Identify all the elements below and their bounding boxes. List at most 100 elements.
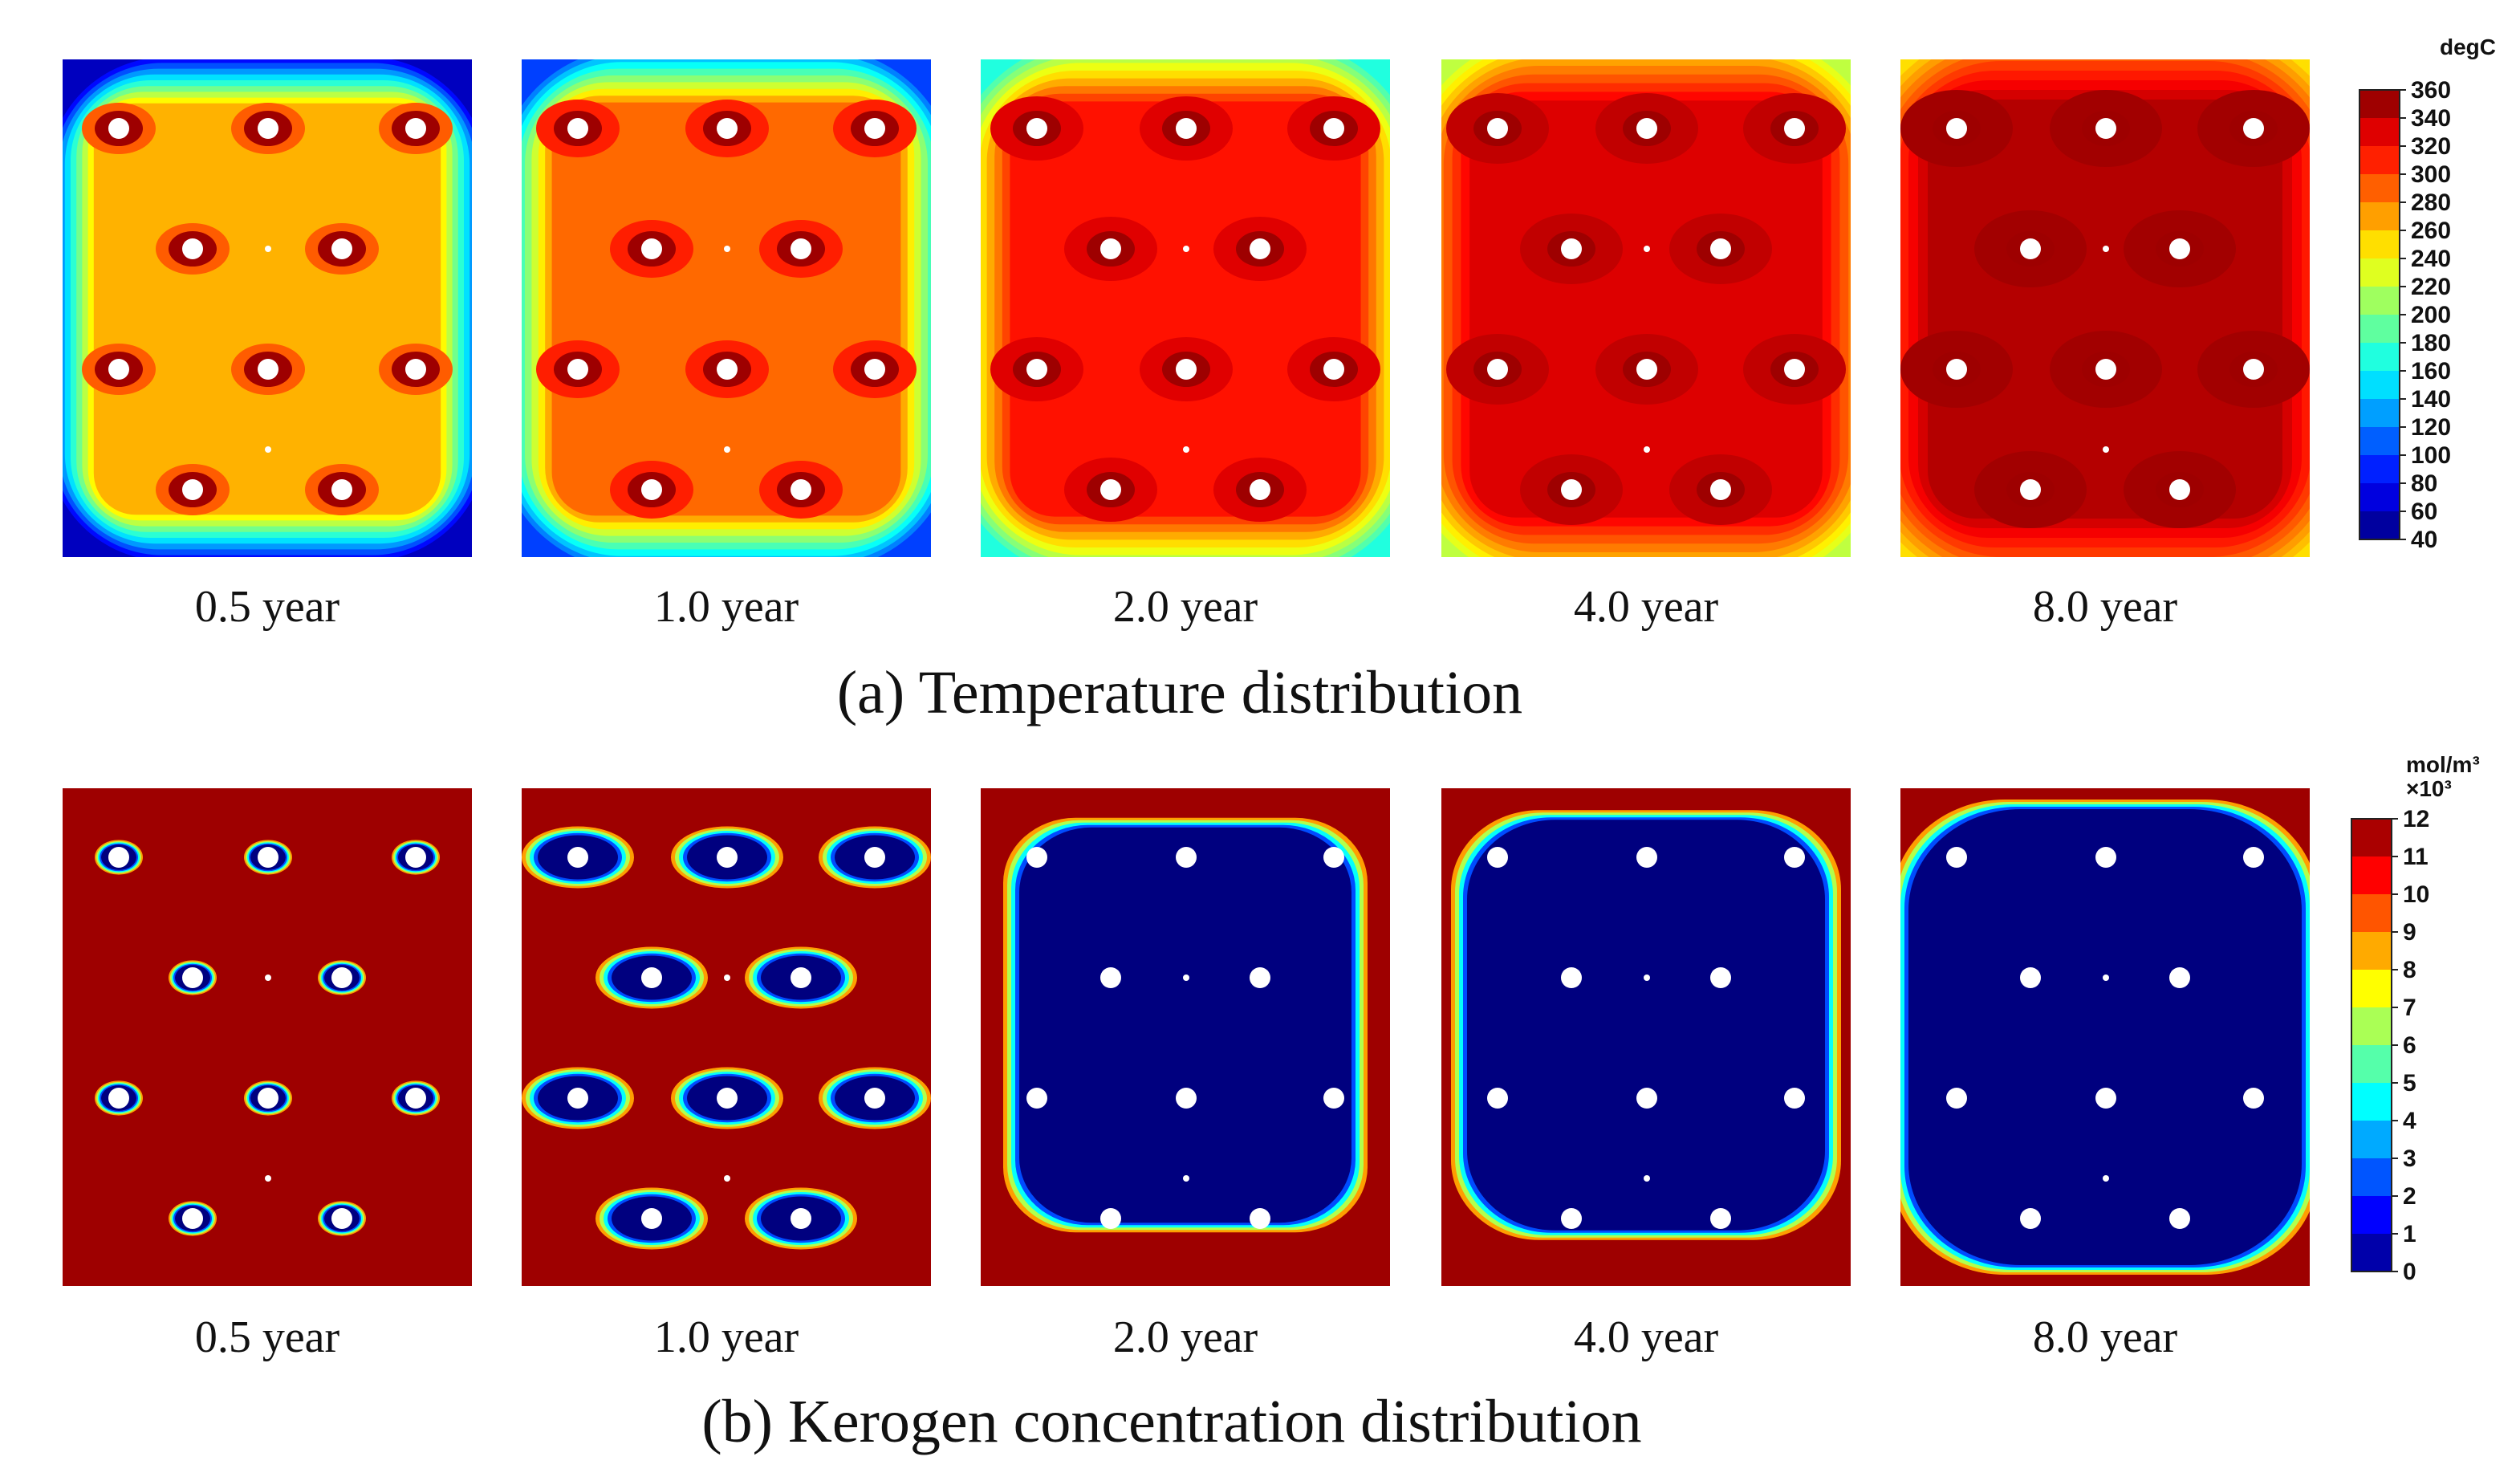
kerogen-colorbar-scale: ×10³ [2406,776,2452,801]
heater-well [258,118,278,139]
heater-well [2020,967,2041,988]
kerogen-panel: 4.0 year [1441,788,1851,1362]
heater-well [791,238,811,259]
kerogen-colorbar-swatch [2351,1007,2392,1046]
heater-well [405,359,426,380]
temperature-colorbar-swatch [2359,90,2400,119]
heater-well [1323,118,1344,139]
temperature-colorbar-tick-label: 180 [2411,330,2451,356]
kerogen-panel-label: 4.0 year [1574,1312,1719,1362]
temperature-colorbar-tick-label: 140 [2411,386,2451,413]
heater-well [2169,479,2190,500]
temperature-contour-band [1469,100,1823,518]
temperature-panel-label: 8.0 year [2033,582,2178,632]
heater-well [1250,479,1270,500]
heater-well [2020,479,2041,500]
production-well [1183,246,1189,252]
heater-well [2243,847,2264,868]
kerogen-figure: 0.5 year 1.0 year 2.0 year 4.0 year 8.0 year… [63,752,2480,1455]
heater-well [2169,967,2190,988]
heater-well [641,967,662,988]
heater-well [1487,847,1508,868]
heater-well [1323,359,1344,380]
production-well [724,1175,730,1182]
heater-well [2020,1208,2041,1229]
kerogen-colorbar-swatch [2351,1196,2392,1235]
heater-well [1561,1208,1582,1229]
temperature-colorbar-unit: degC [2440,35,2496,59]
heater-well [1561,967,1582,988]
production-well [265,446,271,453]
temperature-panel: 1.0 year [522,59,931,632]
heater-well [331,238,352,259]
heater-well [1323,1088,1344,1109]
temperature-colorbar-tick-label: 200 [2411,302,2451,328]
temperature-colorbar-tick-label: 80 [2411,470,2437,497]
heater-well [331,479,352,500]
kerogen-colorbar-tick-label: 6 [2403,1032,2416,1059]
production-well [1183,1175,1189,1182]
kerogen-colorbar-tick-label: 12 [2403,806,2429,832]
heater-well [567,1088,588,1109]
heater-well [1784,1088,1805,1109]
production-well [1644,974,1650,981]
heater-well [1176,359,1197,380]
heater-well [791,1208,811,1229]
heater-well [717,359,738,380]
heater-well [717,118,738,139]
heater-well [1026,118,1047,139]
temperature-colorbar-swatch [2359,427,2400,456]
production-well [1183,974,1189,981]
heater-well [2169,238,2190,259]
temperature-colorbar: degC 36034032030028026024022020018016014… [2359,35,2496,553]
temperature-colorbar-tick-label: 280 [2411,189,2451,216]
production-well [724,246,730,252]
heater-well [1636,359,1657,380]
heater-well [567,359,588,380]
temperature-colorbar-swatch [2359,202,2400,231]
depletion-zone [1908,809,2302,1265]
temperature-colorbar-swatch [2359,511,2400,540]
heater-well [864,847,885,868]
temperature-colorbar-tick-label: 100 [2411,442,2451,469]
heater-well [1026,1088,1047,1109]
temperature-colorbar-swatch [2359,399,2400,428]
heater-well [1946,1088,1967,1109]
production-well [1644,446,1650,453]
heater-well [1026,359,1047,380]
production-well [1644,1175,1650,1182]
heater-well [2243,359,2264,380]
heater-well [331,967,352,988]
heater-well [1784,118,1805,139]
temperature-colorbar-tick-label: 340 [2411,105,2451,132]
heater-well [258,1088,278,1109]
temperature-colorbar-swatch [2359,343,2400,372]
kerogen-colorbar-swatch [2351,970,2392,1008]
heater-well [182,967,203,988]
heater-well [108,1088,129,1109]
heater-well [641,479,662,500]
kerogen-colorbar-tick-label: 11 [2403,844,2429,870]
heater-well [1176,847,1197,868]
heater-well [864,359,885,380]
kerogen-colorbar-tick-label: 2 [2403,1183,2416,1210]
kerogen-panel: 0.5 year [63,788,472,1362]
temperature-colorbar-tick-label: 260 [2411,218,2451,244]
temperature-colorbar-swatch [2359,174,2400,203]
heater-well [567,118,588,139]
heater-well [405,118,426,139]
temperature-colorbar-tick-label: 300 [2411,161,2451,188]
production-well [2103,1175,2109,1182]
heater-well [791,967,811,988]
temperature-panel: 4.0 year [1441,59,1851,632]
heater-well [1100,967,1121,988]
kerogen-colorbar-swatch [2351,932,2392,970]
kerogen-panel: 1.0 year [522,788,931,1362]
kerogen-colorbar-tick-label: 10 [2403,881,2429,908]
kerogen-colorbar-tick-label: 5 [2403,1070,2416,1097]
heater-well [331,1208,352,1229]
production-well [1644,246,1650,252]
temperature-panel: 0.5 year [63,59,472,632]
kerogen-colorbar-swatch [2351,819,2392,857]
